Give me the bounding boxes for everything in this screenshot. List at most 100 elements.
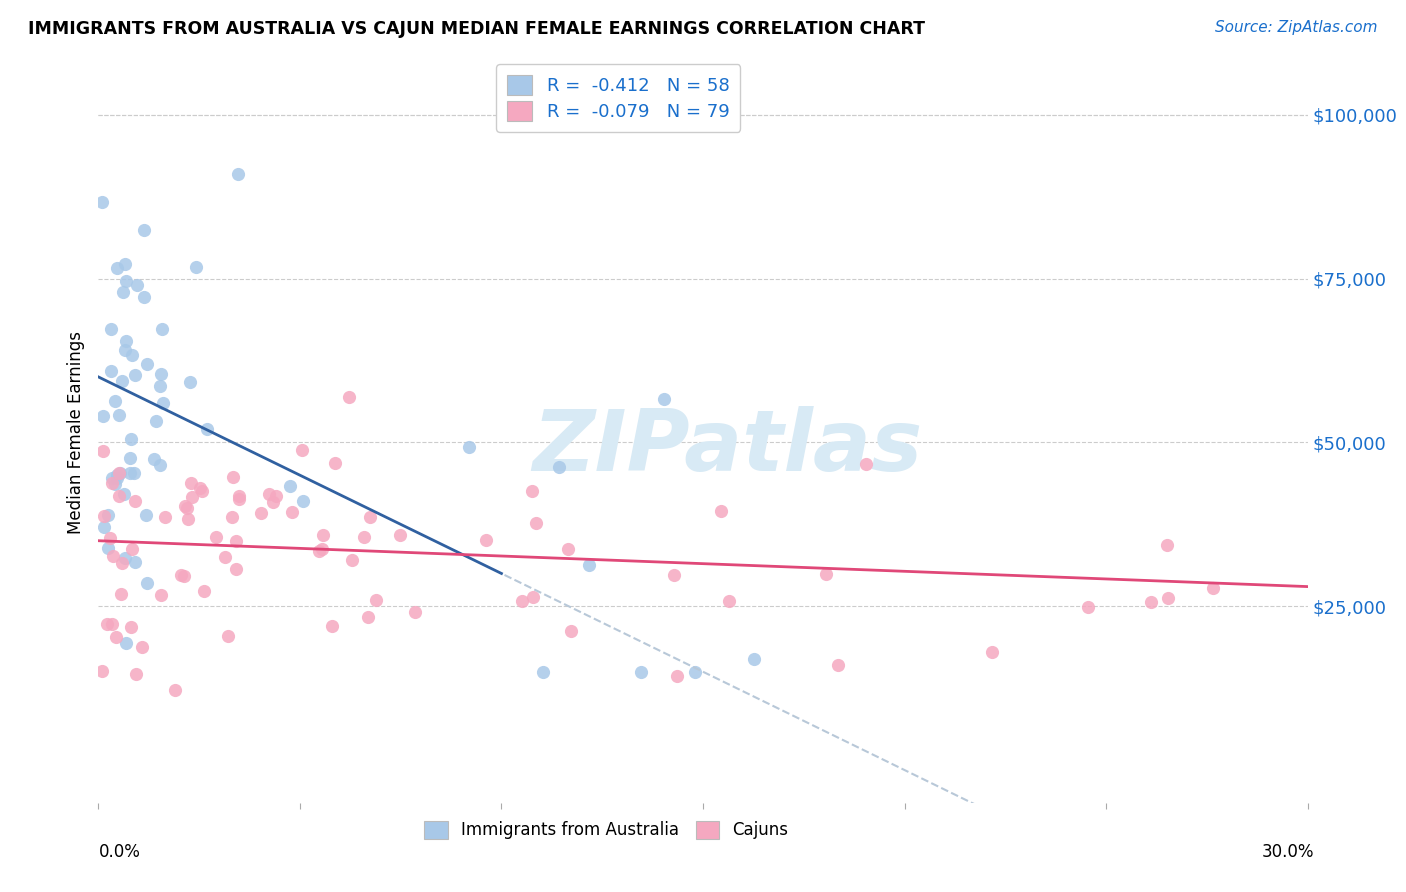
Point [104,630,127,644]
Point [652,392,675,407]
Point [226,167,249,181]
Point [312,528,335,542]
Point [520,483,543,498]
Point [134,223,156,237]
Point [108,467,131,481]
Point [149,458,172,472]
Point [190,484,212,499]
Point [685,665,707,679]
Point [548,460,571,475]
Point [176,500,198,515]
Point [742,652,765,666]
Point [115,334,138,348]
Point [458,440,481,454]
Point [104,476,127,491]
Point [91,664,114,678]
Point [179,375,201,389]
Point [91,443,114,458]
Point [195,422,218,436]
Point [266,489,288,503]
Point [149,379,172,393]
Point [533,665,555,679]
Point [1156,538,1178,552]
Point [97,541,120,555]
Point [388,528,411,542]
Point [221,509,243,524]
Point [510,594,533,608]
Point [404,605,426,619]
Point [193,583,215,598]
Point [522,591,544,605]
Point [257,486,280,500]
Point [145,414,167,428]
Point [124,555,146,569]
Point [180,475,202,490]
Point [101,471,124,485]
Point [93,509,115,524]
Point [814,567,837,582]
Point [337,390,360,404]
Point [91,409,114,423]
Point [153,510,176,524]
Point [827,657,849,672]
Text: 30.0%: 30.0% [1263,843,1315,861]
Point [177,512,200,526]
Point [143,452,166,467]
Point [1157,591,1180,606]
Point [214,549,236,564]
Point [709,504,731,518]
Point [321,618,343,632]
Point [101,549,124,564]
Point [981,644,1004,658]
Point [122,466,145,480]
Point [205,530,228,544]
Point [111,556,134,570]
Point [173,569,195,583]
Point [110,587,132,601]
Point [114,551,136,566]
Point [111,375,134,389]
Point [1076,600,1098,615]
Point [718,593,741,607]
Point [121,349,143,363]
Point [630,665,652,679]
Point [124,493,146,508]
Point [100,322,122,336]
Point [98,531,121,545]
Point [217,629,239,643]
Point [120,619,142,633]
Point [1202,581,1225,595]
Point [228,489,250,503]
Point [169,568,191,582]
Text: ZIPatlas: ZIPatlas [531,406,922,489]
Point [107,408,129,422]
Point [131,640,153,655]
Point [149,368,172,382]
Point [174,499,197,513]
Point [281,505,304,519]
Point [121,542,143,557]
Point [114,257,136,271]
Point [1139,595,1161,609]
Point [104,393,127,408]
Point [152,396,174,410]
Legend: Immigrants from Australia, Cajuns: Immigrants from Australia, Cajuns [416,813,797,847]
Point [578,558,600,572]
Point [359,509,381,524]
Point [250,506,273,520]
Point [291,443,314,458]
Point [292,493,315,508]
Point [308,544,330,558]
Point [114,636,136,650]
Point [475,533,498,547]
Point [105,260,128,275]
Point [124,666,146,681]
Y-axis label: Median Female Earnings: Median Female Earnings [66,331,84,534]
Point [93,520,115,534]
Point [115,274,138,288]
Point [124,368,146,382]
Point [323,456,346,470]
Point [665,669,688,683]
Point [181,490,204,504]
Point [353,531,375,545]
